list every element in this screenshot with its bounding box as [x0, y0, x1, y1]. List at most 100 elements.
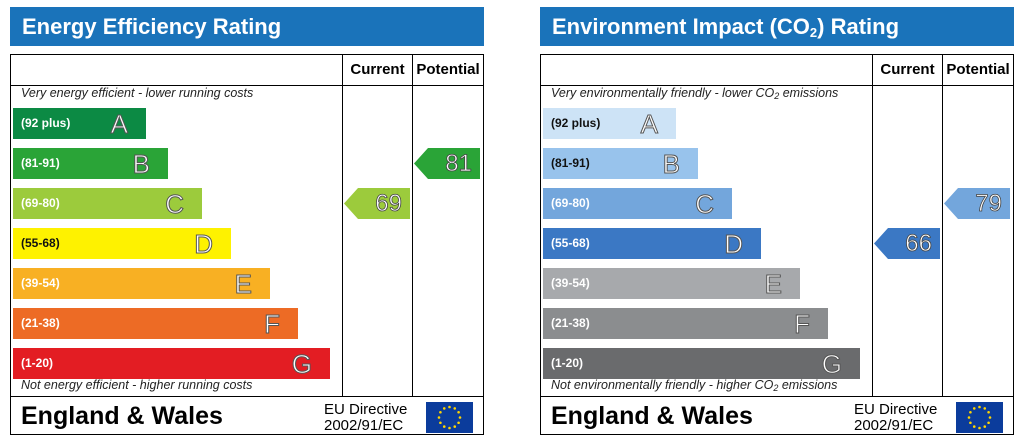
band-letter: F: [264, 309, 281, 340]
eu-star-icon: [987, 421, 990, 425]
eu-star-icon: [448, 405, 451, 409]
eu-directive: EU Directive 2002/91/EC: [854, 402, 937, 434]
potential-rating-value: 81: [445, 150, 472, 178]
top-note-post: emissions: [779, 86, 839, 100]
eu-star-icon: [453, 425, 457, 428]
eu-star-icon: [442, 425, 446, 428]
eu-flag-icon: [426, 402, 473, 433]
potential-column-header: Potential: [416, 61, 480, 78]
eu-star-icon: [988, 416, 992, 419]
band-letter: B: [132, 149, 150, 180]
header-divider: [541, 85, 1013, 86]
eu-star-icon: [967, 416, 971, 419]
column-divider: [942, 55, 943, 396]
chart-title-post: ) Rating: [817, 14, 900, 39]
chart-title-pre: Environment Impact (CO: [552, 14, 810, 39]
rating-band-f: (21-38) F: [543, 308, 828, 340]
band-range-label: (21-38): [551, 316, 590, 330]
potential-rating-value: 79: [975, 190, 1002, 218]
band-letter: D: [194, 229, 214, 260]
arrow-shape: [344, 188, 410, 219]
band-range-label: (81-91): [21, 156, 60, 170]
column-divider: [342, 55, 343, 396]
eu-star-icon: [983, 425, 987, 428]
rating-band-c: (69-80) C: [543, 188, 732, 220]
eu-star-icon: [987, 410, 990, 414]
bottom-note: Not environmentally friendly - higher CO…: [551, 378, 838, 393]
potential-column-header: Potential: [946, 61, 1010, 78]
eu-star-icon: [439, 421, 442, 425]
rating-band-e: (39-54) E: [13, 268, 270, 300]
column-divider: [872, 55, 873, 396]
footer-region: England & Wales: [551, 402, 753, 430]
footer-region: England & Wales: [21, 402, 223, 430]
eu-directive-line2: 2002/91/EC: [854, 417, 934, 434]
bottom-note-pre: Not environmentally friendly - higher CO: [551, 378, 774, 392]
band-range-label: (39-54): [21, 276, 60, 290]
rating-table: Current Potential Very environmentally f…: [540, 54, 1014, 435]
rating-band-b: (81-91) B: [13, 148, 168, 180]
eu-star-icon: [458, 416, 462, 419]
rating-band-f: (21-38) F: [13, 308, 298, 340]
rating-band-d: (55-68) D: [543, 228, 761, 260]
top-note: Very environmentally friendly - lower CO…: [551, 86, 839, 101]
band-letter: E: [234, 269, 252, 300]
rating-band-e: (39-54) E: [543, 268, 800, 300]
column-divider: [412, 55, 413, 396]
band-range-label: (81-91): [551, 156, 590, 170]
eu-star-icon: [457, 410, 460, 414]
band-letter: A: [640, 109, 658, 140]
eu-star-icon: [983, 407, 987, 410]
chart-title-sub: 2: [809, 25, 818, 40]
band-letter: G: [821, 349, 842, 380]
energy-efficiency-chart: Energy Efficiency Rating Current Potenti…: [10, 7, 484, 435]
eu-directive-line1: EU Directive: [324, 401, 408, 418]
eu-star-icon: [969, 410, 972, 414]
footer-divider: [541, 396, 1013, 397]
band-range-label: (55-68): [21, 236, 60, 250]
top-note: Very energy efficient - lower running co…: [21, 86, 254, 100]
rating-band-c: (69-80) C: [13, 188, 202, 220]
rating-band-g: (1-20) G: [543, 348, 860, 380]
current-rating-value: 66: [905, 230, 932, 258]
band-range-label: (69-80): [21, 196, 60, 210]
rating-band-d: (55-68) D: [13, 228, 231, 260]
eu-star-icon: [457, 421, 460, 425]
band-letter: F: [794, 309, 811, 340]
band-range-label: (39-54): [551, 276, 590, 290]
eu-directive-line1: EU Directive: [854, 401, 938, 418]
band-letter: D: [724, 229, 744, 260]
environment-impact-chart: Environment Impact (CO2) Rating Current …: [540, 7, 1014, 435]
band-range-label: (92 plus): [551, 116, 601, 130]
band-range-label: (1-20): [551, 356, 584, 370]
current-rating-arrow: 69: [344, 188, 410, 219]
current-rating-arrow: 66: [874, 228, 940, 259]
rating-band-b: (81-91) B: [543, 148, 698, 180]
eu-star-icon: [442, 407, 446, 410]
band-range-label: (92 plus): [21, 116, 71, 130]
current-column-header: Current: [350, 61, 405, 78]
eu-directive-line2: 2002/91/EC: [324, 417, 404, 434]
band-letter: B: [662, 149, 680, 180]
eu-star-icon: [453, 407, 457, 410]
eu-star-icon: [439, 410, 442, 414]
bottom-note-sub: 2: [773, 383, 779, 393]
eu-star-icon: [972, 407, 976, 410]
band-letter: A: [110, 109, 128, 140]
header-divider: [11, 85, 483, 86]
eu-flag-icon: [956, 402, 1003, 433]
eu-star-icon: [969, 421, 972, 425]
band-letter: E: [764, 269, 782, 300]
band-range-label: (1-20): [21, 356, 54, 370]
potential-rating-arrow: 79: [944, 188, 1010, 219]
arrow-shape: [944, 188, 1010, 219]
current-rating-value: 69: [375, 190, 402, 218]
band-range-label: (55-68): [551, 236, 590, 250]
bottom-note-post: emissions: [778, 378, 838, 392]
footer-divider: [11, 396, 483, 397]
band-range-label: (69-80): [551, 196, 590, 210]
eu-directive: EU Directive 2002/91/EC: [324, 402, 407, 434]
rating-table: Current Potential Very energy efficient …: [10, 54, 484, 435]
rating-band-a: (92 plus) A: [13, 108, 146, 140]
eu-star-icon: [448, 426, 451, 430]
